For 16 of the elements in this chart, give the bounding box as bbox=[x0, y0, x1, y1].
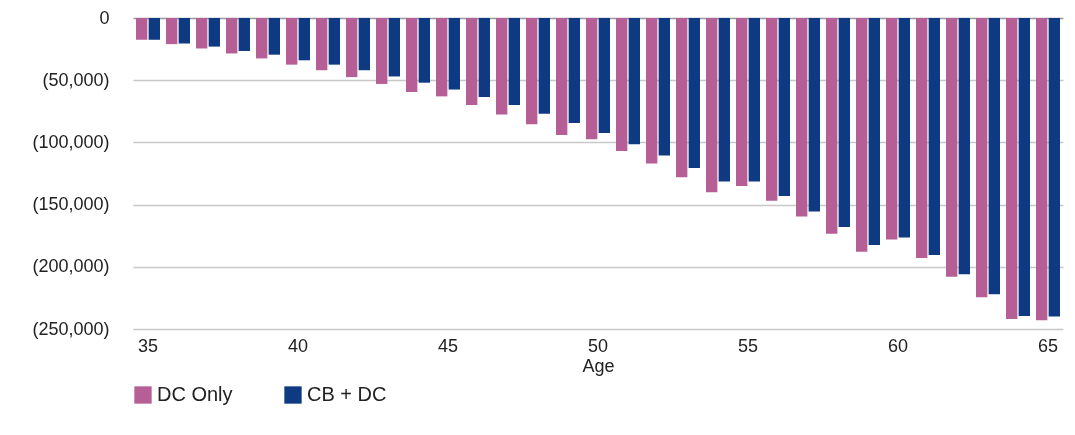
x-tick-label: 35 bbox=[137, 335, 159, 356]
legend-label: DC Only bbox=[157, 383, 233, 405]
x-tick-label: 45 bbox=[437, 335, 459, 356]
x-axis-title: Age bbox=[582, 355, 615, 376]
y-tick-label: (150,000) bbox=[32, 194, 110, 215]
legend-label: CB + DC bbox=[307, 383, 387, 405]
x-tick-label: 50 bbox=[587, 335, 609, 356]
y-tick-label: (250,000) bbox=[32, 318, 110, 339]
y-tick-label: (50,000) bbox=[42, 69, 110, 90]
x-tick-label: 65 bbox=[1037, 335, 1059, 356]
x-tick-label: 60 bbox=[887, 335, 909, 356]
y-tick-label: (200,000) bbox=[32, 256, 110, 277]
x-tick-label: 55 bbox=[737, 335, 759, 356]
y-tick-label: 0 bbox=[99, 7, 110, 28]
y-tick-label: (100,000) bbox=[32, 131, 110, 152]
x-tick-label: 40 bbox=[287, 335, 309, 356]
